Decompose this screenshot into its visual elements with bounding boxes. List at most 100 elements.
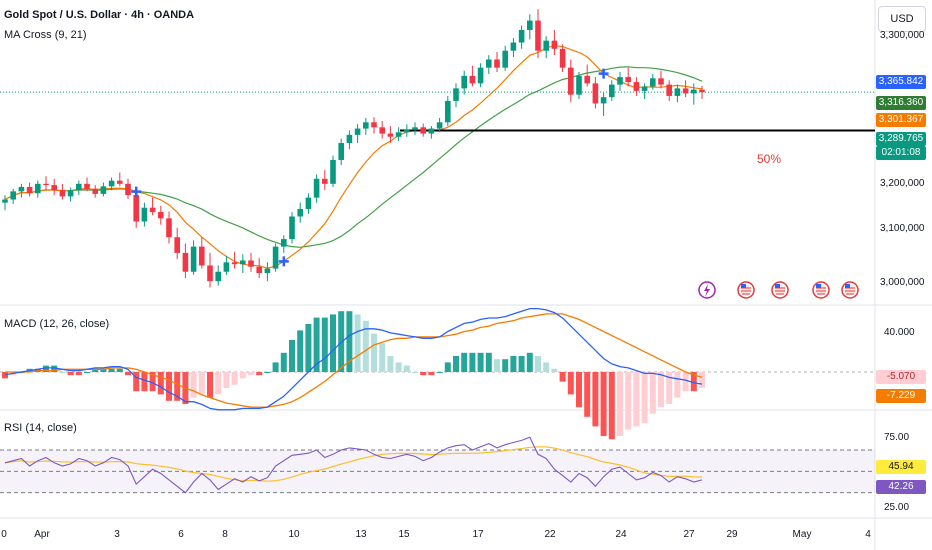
price-tag-countdown: 02:01:08 [876, 146, 926, 160]
macd-histogram-bar [543, 362, 550, 372]
candle-body [313, 178, 320, 198]
date-axis-label: 27 [683, 529, 695, 540]
rsi-value-tag: 42.26 [876, 480, 926, 494]
candle-body [682, 88, 689, 94]
macd-histogram-bar [157, 372, 164, 395]
macd-histogram-bar [641, 372, 648, 424]
macd-histogram-bar [518, 356, 525, 372]
candle-body [108, 180, 115, 187]
macd-histogram-bar [116, 368, 123, 372]
macd-histogram-bar [75, 372, 82, 376]
macd-histogram-bar [248, 372, 254, 376]
ma9-line [4, 45, 703, 269]
candle-body [43, 183, 49, 186]
macd-histogram-bar [313, 317, 320, 372]
macd-histogram-bar [166, 372, 172, 401]
macd-histogram-bar [674, 372, 681, 398]
macd-histogram-bar [420, 372, 427, 376]
macd-histogram-bar [67, 372, 74, 376]
date-axis-label: 6 [178, 529, 184, 540]
macd-histogram-bar [625, 372, 632, 430]
macd-histogram-bar [207, 372, 213, 398]
macd-histogram-bar [494, 359, 500, 372]
candle-body [297, 208, 303, 217]
candle-body [559, 48, 566, 68]
date-axis-label: 4 [865, 529, 871, 540]
date-axis-label: 13 [355, 529, 367, 540]
candle-body [436, 122, 443, 129]
candle-body [35, 183, 41, 194]
macd-histogram-bar [280, 352, 287, 372]
candle-body [215, 271, 221, 282]
candle-body [207, 265, 213, 282]
candle-body [174, 237, 180, 253]
chart-title: Gold Spot / U.S. Dollar · 4h · OANDA [4, 9, 195, 21]
macd-histogram-bar [469, 352, 476, 372]
candle-body [379, 127, 385, 134]
macd-histogram-bar [485, 352, 492, 372]
macd-histogram-bar [231, 372, 238, 385]
date-axis-label: 8 [222, 529, 228, 540]
ma-cross-indicator-label[interactable]: MA Cross (9, 21) [4, 29, 87, 41]
macd-histogram-bar [444, 362, 451, 372]
ma21-line [4, 66, 703, 248]
macd-signal-tag: -7.229 [876, 389, 926, 403]
candle-body [592, 83, 599, 104]
price-axis-label: 3,000,000 [880, 277, 925, 288]
macd-histogram-bar [412, 372, 418, 373]
macd-histogram-bar [428, 372, 435, 376]
candle-body [395, 132, 402, 137]
candle-body [387, 133, 394, 137]
candle-body [453, 88, 459, 101]
us-flag-event-icon [816, 284, 821, 288]
currency-button[interactable]: USD [878, 6, 926, 32]
macd-histogram-bar [264, 372, 271, 373]
candle-body [477, 67, 484, 84]
macd-histogram-bar [84, 372, 90, 373]
date-axis-label: 24 [615, 529, 627, 540]
price-tag-last: 3,289.765 [876, 132, 926, 146]
candle-body [420, 127, 426, 134]
rsi-pane-label[interactable]: RSI (14, close) [4, 422, 77, 434]
price-tag-high: 3,365.842 [876, 75, 926, 89]
macd-histogram-bar [617, 372, 623, 436]
candle-body [551, 40, 558, 49]
date-axis-label: 0 [1, 529, 7, 540]
candle-body [445, 100, 451, 123]
candle-body [67, 190, 74, 197]
us-flag-event-icon [741, 284, 746, 288]
candle-body [149, 207, 156, 213]
candle-body [141, 207, 148, 222]
candle-body [125, 183, 131, 196]
candle-body [600, 97, 607, 104]
date-axis-label: 17 [472, 529, 484, 540]
candle-body [617, 77, 623, 85]
candle-body [289, 216, 295, 240]
candle-body [117, 180, 123, 184]
candle-body [543, 40, 549, 51]
macd-histogram-bar [223, 372, 230, 388]
date-axis-label: 22 [544, 529, 556, 540]
macd-histogram-bar [551, 368, 558, 372]
macd-histogram-bar [535, 356, 541, 372]
macd-histogram-bar [289, 340, 295, 372]
macd-histogram-bar [239, 372, 246, 379]
macd-histogram-bar [453, 356, 459, 372]
price-tag-ma9: 3,301.367 [876, 113, 926, 127]
macd-histogram-bar [510, 356, 517, 372]
macd-pane-label[interactable]: MACD (12, 26, close) [4, 318, 110, 330]
candle-body [92, 188, 98, 194]
candle-body [354, 128, 361, 135]
candle-body [59, 190, 66, 197]
date-axis-label: May [792, 529, 812, 540]
candle-body [527, 20, 533, 30]
macd-histogram-bar [608, 372, 615, 440]
candle-body [240, 260, 246, 265]
candle-body [371, 122, 377, 128]
macd-histogram-bar [477, 352, 484, 372]
macd-histogram-bar [190, 372, 197, 398]
candle-body [10, 191, 16, 200]
macd-histogram-bar [666, 372, 673, 404]
macd-histogram-bar [92, 368, 99, 372]
